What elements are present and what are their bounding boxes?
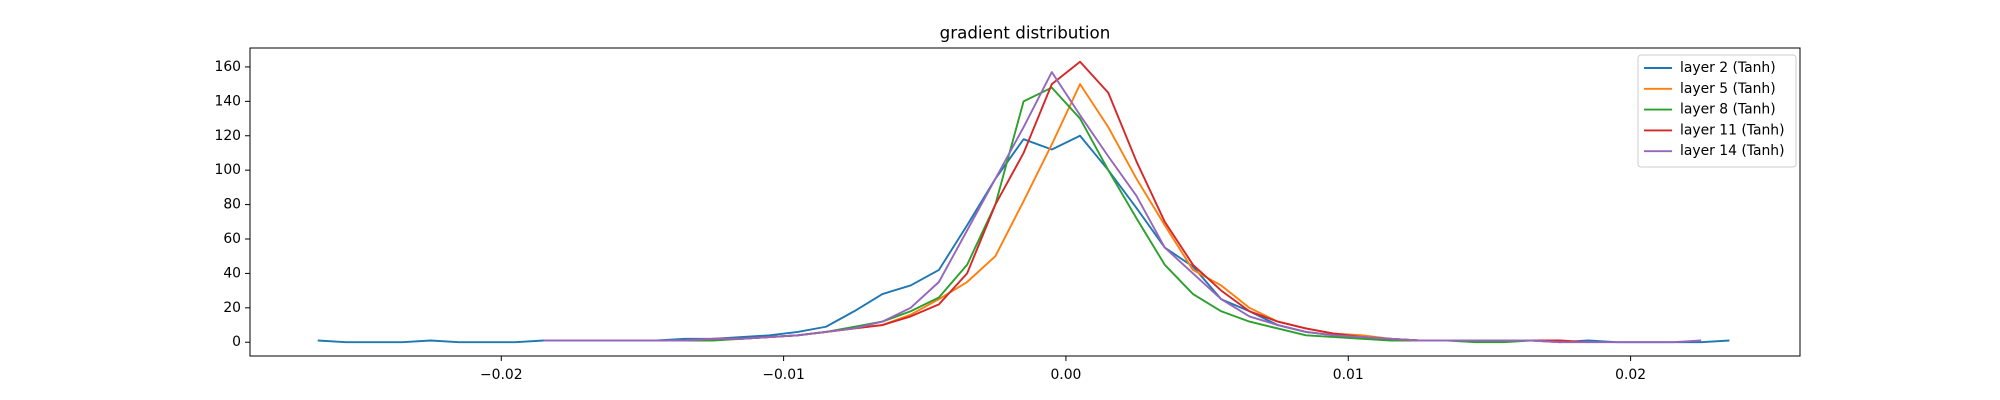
y-tick-label: 80 [223,197,241,213]
y-tick-label: 100 [214,162,241,178]
legend-label: layer 14 (Tanh) [1680,143,1785,159]
y-tick-label: 140 [214,93,241,109]
legend-label: layer 5 (Tanh) [1680,81,1776,97]
plot-frame [249,47,1801,357]
legend-label: layer 2 (Tanh) [1680,60,1776,76]
y-tick-label: 160 [214,59,241,75]
legend-box [1637,54,1797,168]
y-tick-label: 0 [232,334,241,350]
series-line [543,71,1702,344]
chart-title: gradient distribution [940,23,1111,43]
x-tick-label: 0.02 [1615,367,1646,383]
y-tick-label: 20 [223,300,241,316]
series-line [600,86,1532,344]
y-tick-label: 60 [223,231,241,247]
y-tick-label: 120 [214,128,241,144]
series-line [571,83,1561,344]
x-tick-label: 0.01 [1333,367,1364,383]
x-tick-label: −0.01 [762,367,805,383]
x-tick-label: −0.02 [480,367,523,383]
y-tick-label: 40 [223,265,241,281]
x-tick-label: 0.00 [1050,367,1081,383]
legend-label: layer 11 (Tanh) [1680,122,1785,138]
series-line [317,134,1730,344]
legend-label: layer 8 (Tanh) [1680,102,1776,118]
series-line [600,60,1589,344]
